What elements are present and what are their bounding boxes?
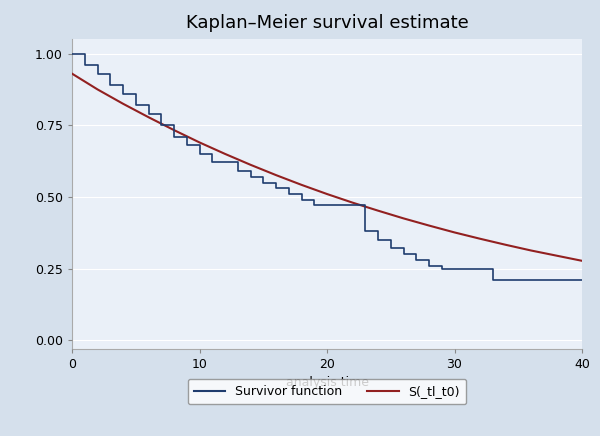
X-axis label: analysis time: analysis time — [286, 376, 368, 389]
Title: Kaplan–Meier survival estimate: Kaplan–Meier survival estimate — [185, 14, 469, 32]
Legend: Survivor function, S(_tl_t0): Survivor function, S(_tl_t0) — [188, 379, 466, 405]
